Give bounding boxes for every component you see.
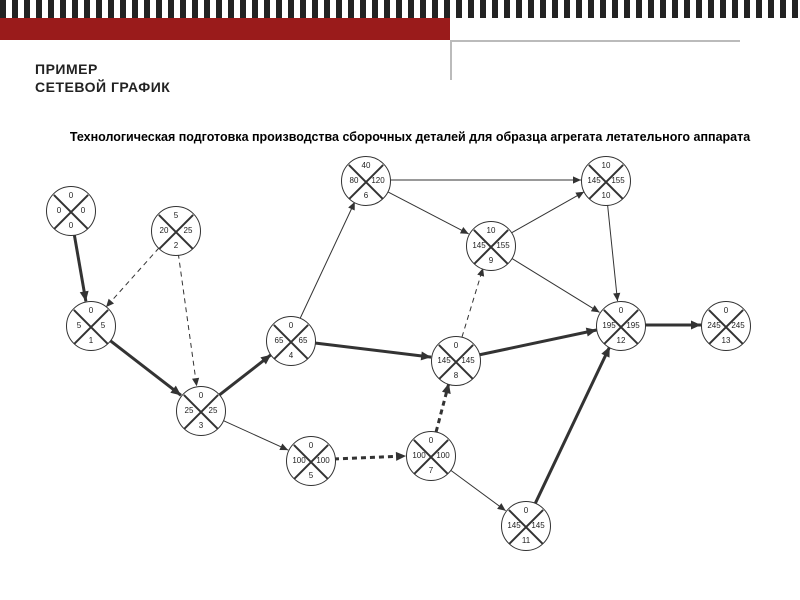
node-left: 195 bbox=[599, 322, 619, 330]
node-left: 100 bbox=[409, 452, 429, 460]
node-top: 0 bbox=[67, 307, 115, 315]
rule-horizontal bbox=[450, 40, 740, 42]
node-right: 0 bbox=[73, 207, 93, 215]
node-top: 0 bbox=[502, 507, 550, 515]
node-bottom: 11 bbox=[502, 537, 550, 545]
top-hatch-strip bbox=[0, 0, 800, 18]
node-right: 155 bbox=[493, 242, 513, 250]
node-top: 10 bbox=[467, 227, 515, 235]
node-left: 20 bbox=[154, 227, 174, 235]
graph-node-3: 0 3 25 25 bbox=[176, 386, 226, 436]
graph-node-12: 0 12 195 195 bbox=[596, 301, 646, 351]
graph-node-11: 0 11 145 145 bbox=[501, 501, 551, 551]
node-bottom: 6 bbox=[342, 192, 390, 200]
page-heading: ПРИМЕР СЕТЕВОЙ ГРАФИК bbox=[35, 60, 170, 96]
node-bottom: 10 bbox=[582, 192, 630, 200]
node-top: 0 bbox=[177, 392, 225, 400]
node-right: 120 bbox=[368, 177, 388, 185]
node-top: 0 bbox=[47, 192, 95, 200]
node-bottom: 12 bbox=[597, 337, 645, 345]
node-left: 25 bbox=[179, 407, 199, 415]
node-top: 0 bbox=[267, 322, 315, 330]
node-top: 0 bbox=[432, 342, 480, 350]
edges-layer bbox=[0, 150, 800, 600]
node-right: 145 bbox=[458, 357, 478, 365]
graph-node-1: 0 1 55 bbox=[66, 301, 116, 351]
node-right: 245 bbox=[728, 322, 748, 330]
graph-node-9: 10 9 145 155 bbox=[466, 221, 516, 271]
node-right: 65 bbox=[293, 337, 313, 345]
node-bottom: 13 bbox=[702, 337, 750, 345]
node-top: 0 bbox=[407, 437, 455, 445]
node-left: 145 bbox=[504, 522, 524, 530]
network-diagram: 0000015552202503252504656505100100406801… bbox=[0, 150, 800, 600]
heading-line-2: СЕТЕВОЙ ГРАФИК bbox=[35, 78, 170, 96]
heading-line-1: ПРИМЕР bbox=[35, 60, 170, 78]
node-right: 100 bbox=[313, 457, 333, 465]
diagram-subtitle: Технологическая подготовка производства … bbox=[50, 130, 770, 144]
node-bottom: 4 bbox=[267, 352, 315, 360]
rule-vertical bbox=[450, 40, 452, 80]
node-top: 10 bbox=[582, 162, 630, 170]
node-right: 25 bbox=[203, 407, 223, 415]
node-right: 5 bbox=[93, 322, 113, 330]
node-bottom: 1 bbox=[67, 337, 115, 345]
node-left: 5 bbox=[69, 322, 89, 330]
node-bottom: 0 bbox=[47, 222, 95, 230]
node-left: 80 bbox=[344, 177, 364, 185]
node-bottom: 3 bbox=[177, 422, 225, 430]
node-right: 155 bbox=[608, 177, 628, 185]
node-top: 0 bbox=[287, 442, 335, 450]
node-left: 100 bbox=[289, 457, 309, 465]
node-left: 0 bbox=[49, 207, 69, 215]
node-left: 145 bbox=[434, 357, 454, 365]
graph-node-2: 5 2 20 25 bbox=[151, 206, 201, 256]
node-right: 145 bbox=[528, 522, 548, 530]
node-left: 145 bbox=[469, 242, 489, 250]
node-top: 5 bbox=[152, 212, 200, 220]
node-top: 40 bbox=[342, 162, 390, 170]
graph-node-8: 0 8 145 145 bbox=[431, 336, 481, 386]
graph-node-13: 0 13 245 245 bbox=[701, 301, 751, 351]
accent-bar bbox=[0, 18, 450, 40]
graph-node-4: 0 4 65 65 bbox=[266, 316, 316, 366]
graph-node-7: 0 7 100 100 bbox=[406, 431, 456, 481]
node-top: 0 bbox=[597, 307, 645, 315]
node-left: 145 bbox=[584, 177, 604, 185]
node-bottom: 8 bbox=[432, 372, 480, 380]
node-bottom: 5 bbox=[287, 472, 335, 480]
node-right: 25 bbox=[178, 227, 198, 235]
graph-node-0: 0000 bbox=[46, 186, 96, 236]
node-right: 100 bbox=[433, 452, 453, 460]
graph-node-6: 40 6 80 120 bbox=[341, 156, 391, 206]
node-right: 195 bbox=[623, 322, 643, 330]
node-bottom: 7 bbox=[407, 467, 455, 475]
graph-node-10: 10 10 145 155 bbox=[581, 156, 631, 206]
node-bottom: 9 bbox=[467, 257, 515, 265]
node-left: 245 bbox=[704, 322, 724, 330]
node-left: 65 bbox=[269, 337, 289, 345]
node-top: 0 bbox=[702, 307, 750, 315]
node-bottom: 2 bbox=[152, 242, 200, 250]
graph-node-5: 0 5 100 100 bbox=[286, 436, 336, 486]
